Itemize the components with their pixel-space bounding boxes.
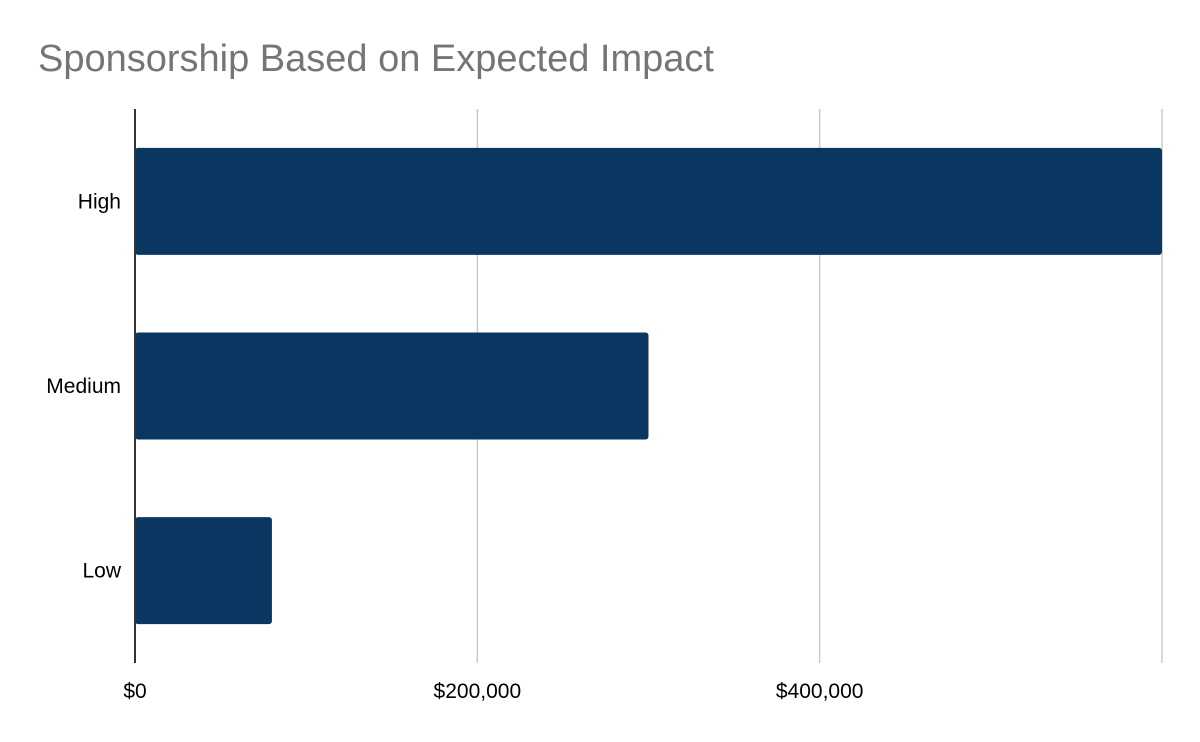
x-tick-label: $400,000	[776, 680, 864, 703]
category-label-low: Low	[82, 560, 121, 583]
x-tick-label: $0	[123, 680, 146, 703]
bars	[135, 147, 1162, 625]
category-label-high: High	[78, 190, 121, 213]
tick-labels: High Medium Low $0 $200,000 $400,000	[46, 190, 863, 703]
chart-title: Sponsorship Based on Expected Impact	[38, 38, 714, 80]
x-tick-label: $200,000	[434, 680, 522, 703]
bar-medium	[135, 332, 649, 440]
bar-high	[135, 147, 1162, 255]
bar-low	[135, 517, 272, 625]
category-label-medium: Medium	[46, 375, 121, 398]
